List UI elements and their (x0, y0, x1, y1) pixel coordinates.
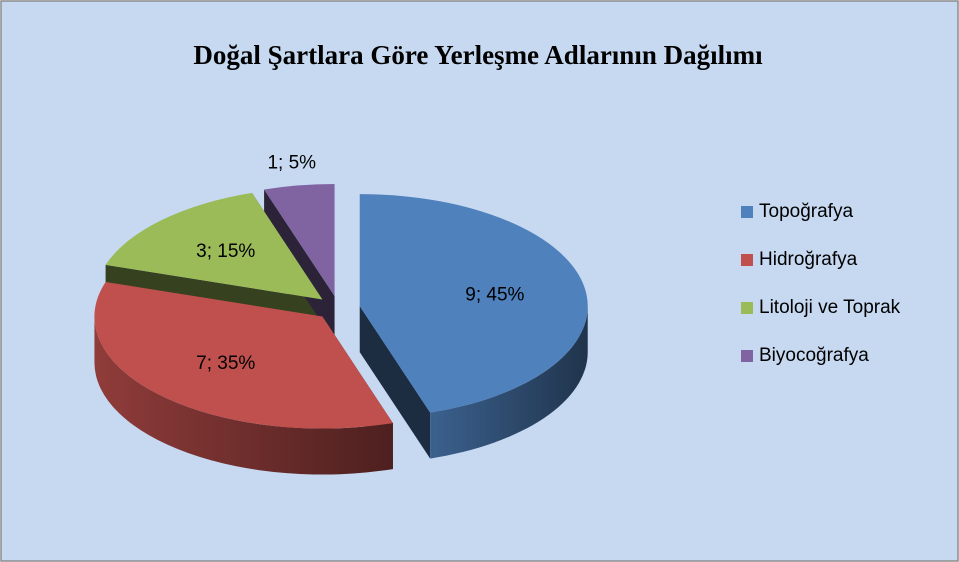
slice (264, 184, 335, 297)
data-label: 7; 35% (196, 353, 255, 374)
chart-title: Doğal Şartlara Göre Yerleşme Adlarının D… (193, 40, 763, 70)
data-label: 1; 5% (267, 152, 316, 173)
data-label: 3; 15% (196, 241, 255, 262)
legend-label: Litoloji ve Toprak (759, 297, 901, 318)
legend-swatch (741, 302, 753, 314)
legend-label: Hidroğrafya (759, 249, 858, 270)
slice-side (430, 306, 588, 459)
slice (105, 192, 323, 300)
legend-label: Topoğrafya (759, 201, 853, 222)
slices (94, 184, 588, 429)
legend-swatch (741, 206, 753, 218)
slice (359, 194, 588, 413)
slice-side (359, 306, 431, 459)
data-label: 9; 45% (465, 285, 524, 306)
legend-swatch (741, 350, 753, 362)
slice-side (94, 316, 393, 475)
slice (94, 281, 393, 429)
legend-swatch (741, 254, 753, 266)
legend-label: Biyocoğrafya (759, 345, 869, 366)
